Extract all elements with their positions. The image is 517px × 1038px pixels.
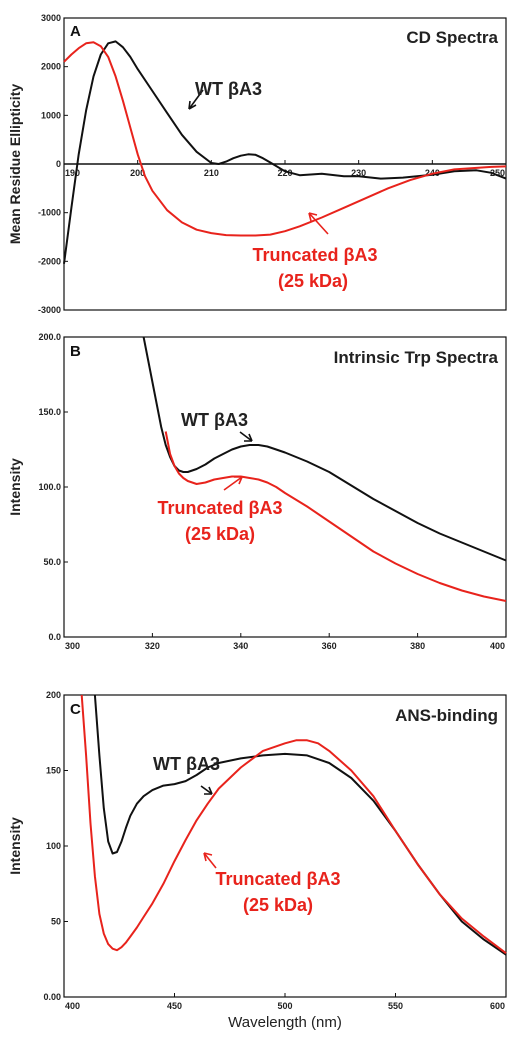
- panel-c-series: [80, 694, 507, 956]
- panel-a-ytick-label: 3000: [41, 13, 61, 23]
- panel-c: C ANS-binding Intensity Wavelength (nm) …: [7, 690, 507, 1031]
- panel-c-xtick-label: 450: [167, 1001, 182, 1011]
- panel-b: B Intrinsic Trp Spectra Intensity 300 320…: [7, 332, 507, 651]
- panel-b-ytick-label: 150.0: [38, 407, 61, 417]
- panel-a-wt-arrow: [188, 89, 204, 110]
- panel-a-ytick-label: 0: [56, 159, 61, 169]
- panel-a-trunc-label: Truncated βA3: [252, 245, 377, 265]
- panel-b-ylabel: Intensity: [7, 458, 23, 516]
- panel-b-frame: [63, 336, 507, 638]
- panel-a-ytick-label: -1000: [38, 208, 61, 218]
- panel-b-ytick-label: 50.0: [43, 557, 61, 567]
- panel-a-ytick-label: 2000: [41, 62, 61, 72]
- panel-c-ticks: 400 450 500 550 600 0.00 50 100 150 200: [43, 690, 507, 1011]
- panel-b-trunc-label-2: (25 kDa): [185, 524, 255, 544]
- panel-a-wt-label: WT βA3: [195, 79, 262, 99]
- panel-a-ylabel: Mean Residue Ellipticity: [7, 84, 23, 244]
- panel-b-wt-label: WT βA3: [181, 410, 248, 430]
- panel-a-ytick-label: 1000: [41, 110, 61, 120]
- panel-a-xtick-label: 220: [277, 168, 292, 178]
- panel-b-xtick-label: 300: [65, 641, 80, 651]
- panel-c-frame: [63, 694, 507, 998]
- panel-c-xlabel: Wavelength (nm): [228, 1014, 342, 1031]
- panel-a-wt-arrowhead: [188, 100, 197, 110]
- panel-b-ytick-label: 100.0: [38, 482, 61, 492]
- panel-b-trunc-arrowhead: [234, 476, 243, 485]
- panel-b-xtick-label: 360: [322, 641, 337, 651]
- panel-c-trunc-arrowhead: [203, 852, 213, 862]
- panel-b-wt-arrow: [239, 431, 253, 442]
- panel-a-trunc-arrowhead: [308, 212, 318, 222]
- panel-b-ytick-label: 0.0: [48, 632, 61, 642]
- panel-c-title: ANS-binding: [395, 706, 498, 725]
- panel-a-xtick-label: 230: [351, 168, 366, 178]
- panel-b-series: [142, 336, 507, 602]
- panel-c-xtick-label: 600: [490, 1001, 505, 1011]
- panel-c-trunc-arrow: [203, 852, 217, 869]
- panel-a-ytick-label: -3000: [38, 305, 61, 315]
- panel-b-xtick-label: 380: [410, 641, 425, 651]
- panel-c-ytick-label: 200: [46, 690, 61, 700]
- panel-a-truncated-line: [63, 41, 507, 237]
- panel-c-trunc-label: Truncated βA3: [215, 869, 340, 889]
- panel-b-ytick-label: 200.0: [38, 332, 61, 342]
- panel-b-trunc-arrow: [223, 476, 243, 491]
- panel-c-ytick-label: 0.00: [43, 992, 61, 1002]
- panel-b-letter: B: [70, 343, 81, 360]
- panel-a-trunc-label-2: (25 kDa): [278, 271, 348, 291]
- panel-c-wt-arrow: [200, 785, 213, 795]
- panel-a-wt-line: [63, 40, 507, 264]
- panel-a-series: [63, 40, 507, 264]
- panel-b-wt-arrowhead: [244, 433, 253, 442]
- panel-a-trunc-arrow: [308, 212, 329, 235]
- panel-b-ticks: 300 320 340 360 380 400 0.0 50.0 100.0 150.0 200.0: [38, 332, 507, 651]
- panel-b-trunc-label: Truncated βA3: [157, 498, 282, 518]
- panel-c-wt-line: [93, 694, 507, 956]
- panel-c-xtick-label: 500: [277, 1001, 292, 1011]
- panel-c-ytick-label: 150: [46, 766, 61, 776]
- panel-a-letter: A: [70, 23, 81, 40]
- panel-c-truncated-line: [80, 694, 507, 954]
- panel-c-wt-arrowhead: [204, 786, 213, 795]
- panel-c-wt-label: WT βA3: [153, 754, 220, 774]
- panel-c-xtick-label: 400: [65, 1001, 80, 1011]
- panel-a-title: CD Spectra: [406, 28, 498, 47]
- panel-b-xtick-label: 340: [233, 641, 248, 651]
- panel-b-truncated-line: [164, 431, 507, 602]
- panel-c-xtick-label: 550: [388, 1001, 403, 1011]
- panel-c-letter: C: [70, 701, 81, 718]
- panel-c-ytick-label: 100: [46, 841, 61, 851]
- panel-c-trunc-label-2: (25 kDa): [243, 895, 313, 915]
- panel-b-wt-line: [142, 336, 507, 562]
- panel-a-xtick-label: 200: [130, 168, 145, 178]
- panel-a-xtick-label: 210: [204, 168, 219, 178]
- panel-c-ylabel: Intensity: [7, 817, 23, 875]
- panel-a: A CD Spectra Mean Residue Ellipticity 19…: [7, 13, 507, 315]
- panel-b-title: Intrinsic Trp Spectra: [334, 348, 499, 367]
- panel-c-ytick-label: 50: [51, 917, 61, 927]
- panel-b-xtick-label: 320: [145, 641, 160, 651]
- panel-b-xtick-label: 400: [490, 641, 505, 651]
- panel-a-xtick-label: 250: [490, 168, 505, 178]
- panel-a-xtick-label: 190: [65, 168, 80, 178]
- panel-a-ytick-label: -2000: [38, 256, 61, 266]
